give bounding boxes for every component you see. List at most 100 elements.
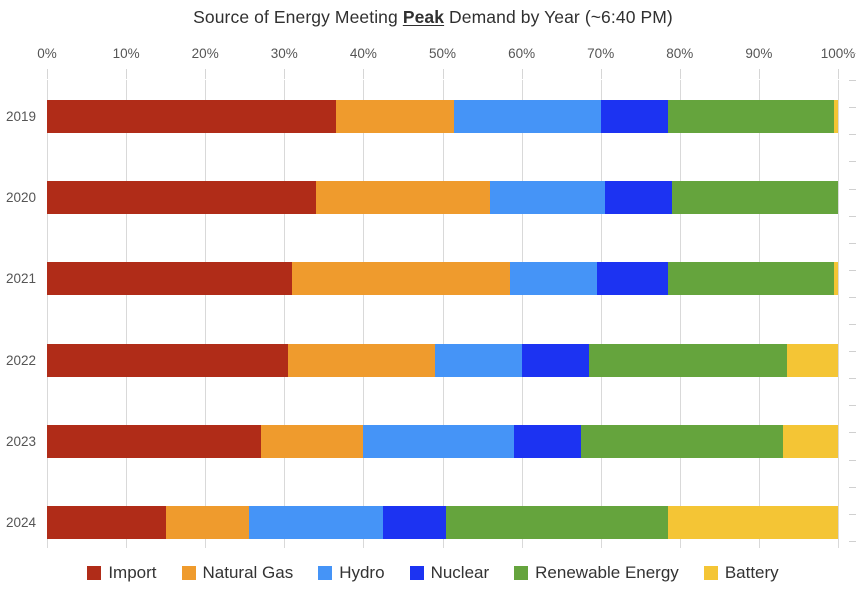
bar-row-2021: [47, 262, 838, 296]
bar-segment-import: [47, 181, 316, 215]
legend-item-battery: Battery: [703, 563, 779, 583]
legend-label: Import: [108, 563, 157, 582]
right-minor-tick: [849, 161, 856, 163]
x-tick-mark: [838, 69, 839, 79]
x-tick-mark: [284, 69, 286, 79]
bar-segment-nuclear: [521, 343, 589, 377]
right-minor-tick: [849, 296, 856, 298]
x-tick-label: 10%: [112, 46, 140, 61]
right-minor-tick: [849, 459, 856, 461]
bar-segment-hydro: [489, 181, 605, 215]
y-tick-label: 2022: [5, 352, 36, 368]
legend-label: Hydro: [339, 563, 385, 582]
legend-swatch: [514, 566, 529, 580]
gridline: [600, 80, 602, 548]
legend-swatch: [181, 566, 196, 580]
right-minor-tick: [849, 242, 856, 244]
gridline: [47, 80, 48, 548]
y-tick-label: 2024: [5, 515, 36, 530]
x-tick-mark: [126, 69, 128, 79]
bar-segment-nuclear: [513, 424, 581, 458]
x-tick-label: 30%: [270, 46, 298, 61]
bar-segment-nuclear: [604, 181, 672, 215]
bar-segment-natural-gas: [288, 343, 435, 377]
legend-item-nuclear: Nuclear: [409, 563, 490, 583]
bar-segment-hydro: [363, 424, 514, 458]
bar-segment-natural-gas: [165, 506, 249, 539]
x-tick-label: 0%: [37, 46, 57, 61]
x-axis: 0% 10% 20% 30% 40% 50% 60% 70% 80% 90% 100%: [0, 46, 866, 64]
right-minor-tick: [849, 53, 856, 54]
x-tick-label: 80%: [666, 46, 694, 61]
bar-segment-natural-gas: [335, 100, 455, 133]
bar-segment-renewable-energy: [667, 262, 835, 296]
legend-item-hydro: Hydro: [318, 563, 385, 583]
x-tick-mark: [758, 69, 760, 79]
legend-label: Nuclear: [430, 563, 490, 582]
x-tick-label: 100%: [820, 46, 856, 61]
legend-label: Renewable Energy: [535, 563, 679, 582]
y-axis: 2019 2020 2021 2022 2023 2024: [0, 80, 40, 548]
bar-segment-battery: [834, 262, 838, 296]
bar-segment-hydro: [248, 506, 384, 539]
chart-title-suffix: Demand by Year (~6:40 PM): [444, 7, 673, 27]
bar-row-2024: [47, 506, 838, 539]
x-tick-mark: [47, 69, 48, 79]
bar-segment-battery: [834, 100, 838, 133]
right-minor-tick: [849, 540, 856, 542]
chart-title-emphasis: Peak: [402, 7, 445, 27]
x-tick-mark: [679, 69, 681, 79]
x-tick-mark: [521, 69, 523, 79]
right-minor-tick: [849, 134, 856, 136]
bar-segment-import: [47, 262, 293, 296]
x-tick-label: 90%: [745, 46, 773, 61]
right-minor-tick: [849, 107, 856, 109]
legend-swatch: [703, 566, 718, 580]
bar-row-2022: [47, 343, 838, 377]
right-minor-tick: [849, 432, 856, 434]
right-minor-tick: [849, 513, 856, 515]
bar-segment-hydro: [454, 100, 601, 133]
right-minor-tick: [849, 486, 856, 488]
bar-segment-renewable-energy: [446, 506, 668, 539]
bar-segment-battery: [782, 424, 838, 458]
bar-segment-battery: [786, 343, 838, 377]
gridline: [205, 80, 207, 548]
x-tick-mark: [600, 69, 602, 79]
plot-area: [47, 80, 839, 548]
legend-label: Natural Gas: [202, 563, 294, 582]
bar-segment-renewable-energy: [671, 181, 838, 215]
right-minor-tick: [849, 324, 856, 325]
y-tick-label: 2021: [5, 271, 36, 287]
bar-segment-nuclear: [596, 262, 668, 296]
bar-segment-nuclear: [383, 506, 447, 539]
bar-row-2019: [47, 100, 838, 133]
y-tick-label: 2020: [5, 190, 36, 206]
bar-segment-natural-gas: [260, 424, 364, 458]
legend-label: Battery: [724, 563, 779, 582]
bar-segment-renewable-energy: [580, 424, 783, 458]
x-tick-mark: [205, 69, 207, 79]
legend-item-renewable-energy: Renewable Energy: [514, 563, 679, 583]
y-tick-label: 2023: [5, 433, 36, 449]
bar-segment-natural-gas: [315, 181, 490, 215]
legend-swatch: [409, 566, 424, 580]
x-tick-mark: [442, 69, 444, 79]
legend-swatch: [87, 566, 102, 580]
x-tick-label: 50%: [428, 46, 457, 61]
x-tick-label: 70%: [587, 46, 615, 61]
gridline: [521, 80, 523, 548]
bar-row-2023: [47, 424, 838, 458]
right-minor-tick: [849, 351, 856, 353]
gridline: [758, 80, 760, 548]
bar-segment-renewable-energy: [667, 100, 835, 133]
x-tick-mark: [363, 69, 365, 79]
bar-segment-hydro: [434, 343, 522, 377]
bar-segment-nuclear: [600, 100, 668, 133]
bar-segment-renewable-energy: [588, 343, 787, 377]
bar-segment-import: [47, 506, 166, 539]
bar-segment-import: [47, 100, 336, 133]
legend-swatch: [318, 566, 333, 580]
right-minor-tick: [849, 269, 856, 271]
bar-row-2020: [47, 181, 838, 215]
